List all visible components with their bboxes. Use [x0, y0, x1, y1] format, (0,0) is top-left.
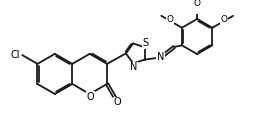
- Text: Cl: Cl: [11, 50, 20, 60]
- Text: O: O: [114, 97, 122, 108]
- Text: O: O: [220, 15, 227, 24]
- Text: O: O: [194, 0, 201, 8]
- Text: N: N: [157, 52, 165, 62]
- Text: O: O: [87, 92, 94, 102]
- Text: S: S: [143, 38, 149, 48]
- Text: O: O: [167, 15, 174, 24]
- Text: N: N: [130, 62, 137, 72]
